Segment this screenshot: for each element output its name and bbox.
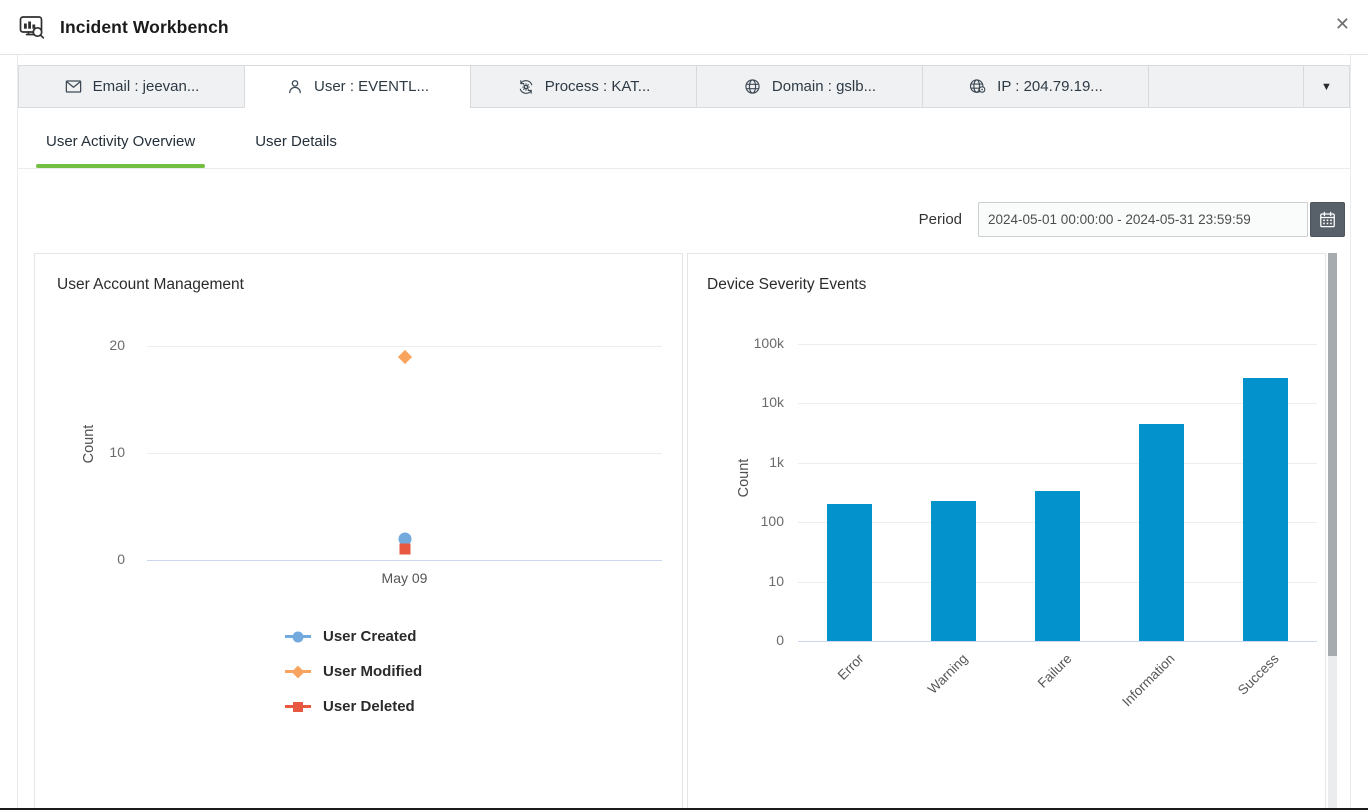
calendar-icon (1320, 211, 1335, 228)
legend-item-user-modified[interactable]: User Modified (285, 654, 422, 689)
tab-label: IP : 204.79.19... (997, 78, 1103, 95)
legend-label: User Created (323, 628, 417, 645)
user-icon (289, 79, 301, 93)
bar-error[interactable] (827, 504, 873, 641)
tab-overflow-button[interactable]: ▼ (1303, 65, 1350, 108)
x-tick-label: May 09 (381, 570, 428, 586)
incident-workbench-icon (19, 16, 45, 39)
bar-plot-area: 0 10 100 1k 10k 100k Error Warning Failure Inform… (688, 254, 1325, 809)
tab-process[interactable]: Process : KAT... (470, 65, 697, 108)
marker-user-modified[interactable] (397, 349, 412, 364)
user-account-management-panel: User Account Management Count 0 10 20 May 0… (34, 253, 683, 810)
gridline (798, 403, 1317, 405)
legend-label: User Deleted (323, 698, 415, 715)
y-tick-label: 10 (768, 572, 784, 589)
device-severity-events-panel: Device Severity Events Count 0 10 100 1k 10k… (687, 253, 1326, 810)
process-icon (519, 79, 532, 94)
legend-marker-shape (291, 665, 305, 678)
x-tick-label: Failure (1034, 651, 1075, 691)
marker-user-created[interactable] (398, 532, 411, 546)
legend-item-user-deleted[interactable]: User Deleted (285, 689, 422, 724)
page-title: Incident Workbench (60, 16, 229, 37)
bar-warning[interactable] (931, 500, 977, 641)
bar-failure[interactable] (1035, 490, 1080, 641)
y-tick-label: 0 (117, 551, 125, 567)
entity-tabbar: Email : jeevan... User : EVENTL... Proce… (18, 65, 1350, 108)
legend-marker-shape (293, 701, 303, 712)
y-tick-label: 10 (109, 444, 125, 460)
x-tick-label: Success (1235, 651, 1282, 698)
window-bottom-edge (0, 808, 1368, 810)
tab-email[interactable]: Email : jeevan... (18, 65, 245, 108)
chart-title: User Account Management (57, 276, 244, 293)
tab-ip[interactable]: IP : 204.79.19... (922, 65, 1149, 108)
legend-item-user-created[interactable]: User Created (285, 619, 422, 654)
chart-legend: User Created User Modified User Deleted (285, 619, 422, 724)
y-tick-label: 100k (753, 335, 784, 351)
tab-domain[interactable]: Domain : gslb... (696, 65, 923, 108)
ip-globe-icon (970, 79, 986, 93)
scatter-plot-area: 0 10 20 May 09 (35, 254, 682, 809)
gridline (798, 344, 1317, 345)
tab-user[interactable]: User : EVENTL... (244, 65, 471, 108)
y-tick-label: 100 (760, 513, 784, 530)
period-label: Period (918, 211, 962, 228)
gridline (147, 453, 662, 454)
y-tick-label: 20 (109, 337, 125, 353)
y-tick-label: 10k (761, 394, 784, 411)
y-tick-label: 1k (769, 453, 784, 470)
legend-marker (285, 665, 311, 678)
scrollbar-thumb[interactable] (1328, 253, 1337, 656)
x-tick-label: Information (1119, 651, 1178, 710)
bar-success[interactable] (1242, 377, 1288, 641)
tab-label: Email : jeevan... (92, 78, 200, 95)
globe-icon (745, 79, 760, 94)
tab-label: User : EVENTL... (313, 78, 430, 95)
legend-label: User Modified (323, 663, 423, 680)
close-icon[interactable]: ✕ (1334, 14, 1350, 34)
x-tick-label: Error (834, 651, 867, 683)
legend-marker-shape (292, 631, 304, 642)
subtab-user-details[interactable]: User Details (245, 115, 347, 168)
legend-marker (285, 631, 311, 642)
period-range-input[interactable] (978, 202, 1308, 237)
envelope-icon (65, 80, 81, 93)
tab-label: Process : KAT... (544, 78, 651, 95)
gridline (147, 560, 662, 561)
tabbar-filler (1148, 65, 1304, 108)
chevron-down-icon: ▼ (1321, 80, 1332, 93)
y-tick-label: 0 (776, 632, 784, 648)
subtab-bar: User Activity Overview User Details (18, 115, 1350, 169)
subtab-user-activity-overview[interactable]: User Activity Overview (36, 115, 206, 168)
tab-label: Domain : gslb... (771, 78, 877, 95)
marker-user-deleted[interactable] (399, 543, 410, 555)
bar-information[interactable] (1138, 423, 1184, 641)
period-row: Period (919, 202, 1345, 237)
chart-title: Device Severity Events (707, 276, 867, 293)
gridline (798, 462, 1317, 464)
subtab-label: User Details (255, 133, 337, 150)
gridline (147, 346, 662, 347)
subtab-label: User Activity Overview (46, 133, 196, 150)
x-tick-label: Warning (924, 651, 971, 697)
workbench-content: Email : jeevan... User : EVENTL... Proce… (17, 55, 1351, 810)
vertical-scrollbar[interactable] (1328, 253, 1337, 810)
gridline (798, 641, 1317, 642)
window-header: Incident Workbench ✕ (0, 0, 1368, 55)
calendar-button[interactable] (1310, 202, 1345, 237)
legend-marker (285, 701, 311, 712)
